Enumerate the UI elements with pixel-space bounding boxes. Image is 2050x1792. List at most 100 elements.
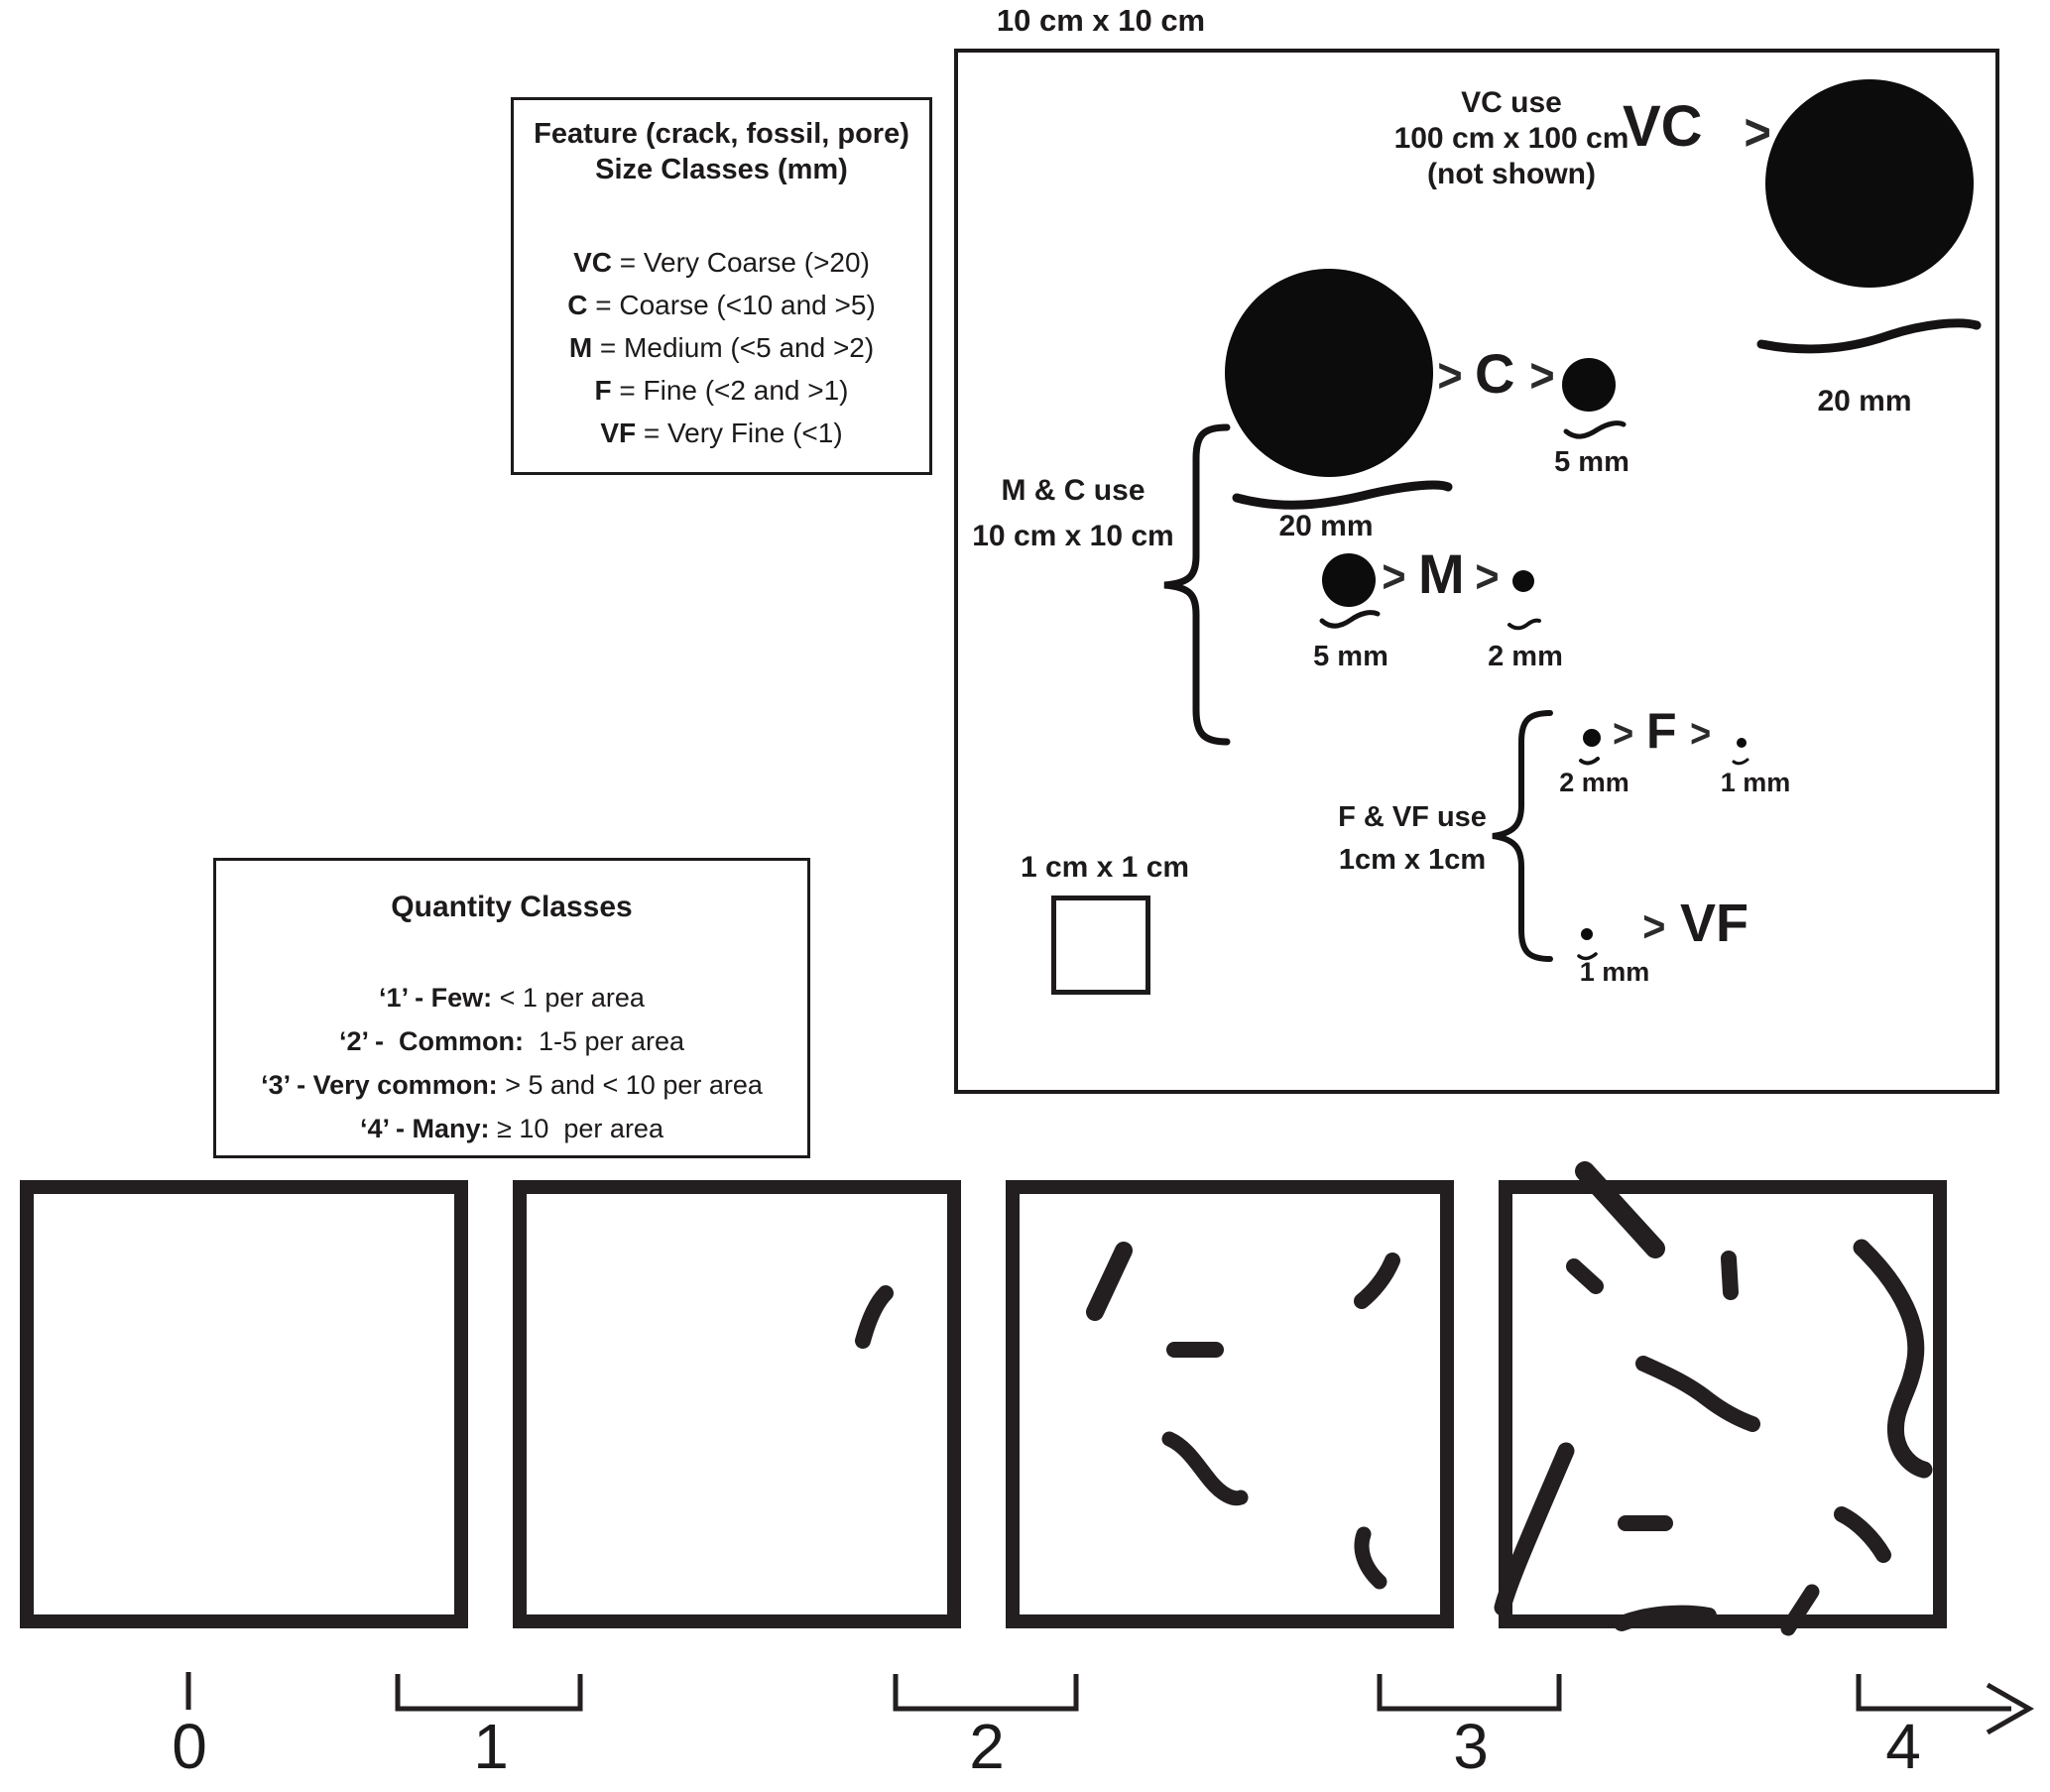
size-classes-title-line2: Size Classes (mm) — [595, 154, 848, 185]
size-class-abbr: VC — [573, 247, 612, 278]
quantity-entry-3: ‘3’ - Very common: > 5 and < 10 per area — [216, 1063, 807, 1107]
f-2mm-label: 2 mm — [1559, 768, 1629, 797]
m-large-circle — [1322, 553, 1376, 607]
dash — [1161, 1431, 1249, 1506]
scale-bracket-3 — [1377, 1674, 1562, 1712]
example-circles-group — [1225, 79, 1974, 940]
one-cm-square — [1051, 896, 1150, 995]
vc-note-line3: (not shown) — [1427, 158, 1596, 190]
size-class-entry-f: F = Fine (<2 and >1) — [514, 369, 929, 412]
f-class-label: F — [1646, 703, 1677, 759]
vf-1mm-label: 1 mm — [1579, 957, 1650, 987]
m-2mm-squiggle — [1507, 618, 1541, 631]
scale-number-3: 3 — [1453, 1711, 1489, 1782]
dash — [1354, 1253, 1400, 1309]
c-class-label: C — [1475, 342, 1515, 405]
f-small-dot — [1737, 738, 1747, 748]
fvf-brace — [1492, 710, 1553, 962]
c-chevron-right-icon: > — [1529, 350, 1555, 403]
vf-chevron-icon: > — [1642, 902, 1666, 951]
one-cm-square-label: 1 cm x 1 cm — [1020, 851, 1190, 884]
vc-note-line1: VC use — [1461, 86, 1562, 119]
dash — [1834, 1506, 1891, 1563]
example-square-1 — [513, 1180, 961, 1628]
quantity-desc: < 1 per area — [492, 983, 645, 1013]
quantity-label: ‘2’ - Common: — [338, 1026, 524, 1056]
square1-dashes — [855, 1285, 894, 1349]
vf-class-label: VF — [1680, 894, 1749, 953]
c-20mm-label: 20 mm — [1278, 510, 1374, 542]
dash — [1780, 1584, 1820, 1636]
vc-note: VC use 100 cm x 100 cm (not shown) — [1367, 85, 1656, 192]
quantity-desc: > 5 and < 10 per area — [497, 1070, 763, 1100]
mc-note: M & C use 10 cm x 10 cm — [950, 468, 1196, 559]
dash — [1635, 1356, 1760, 1432]
f-1mm-label: 1 mm — [1720, 768, 1791, 797]
square2-dashes — [1086, 1242, 1400, 1590]
m-chevron-left-icon: > — [1382, 550, 1406, 602]
quantity-classes-box: Quantity Classes ‘1’ - Few: < 1 per area… — [213, 858, 810, 1158]
mc-brace — [1163, 423, 1231, 746]
dash — [1494, 1442, 1575, 1616]
size-class-abbr: F — [594, 375, 612, 406]
vc-class-label: VC — [1623, 94, 1703, 159]
quantity-desc: 1-5 per area — [523, 1026, 685, 1056]
c-5mm-squiggle — [1563, 420, 1627, 439]
size-classes-box: Feature (crack, fossil, pore) Size Class… — [511, 97, 932, 475]
dash — [1566, 1258, 1604, 1294]
quantity-label: ‘1’ - Few: — [379, 983, 493, 1013]
dash — [1575, 1161, 1665, 1258]
quantity-desc: ≥ 10 per area — [489, 1114, 663, 1143]
f-chevron-right-icon: > — [1690, 712, 1712, 756]
size-classes-title-line1: Feature (crack, fossil, pore) — [534, 118, 909, 150]
size-class-abbr: M — [568, 332, 593, 363]
mc-note-line2: 10 cm x 10 cm — [972, 520, 1174, 552]
size-class-desc: = Coarse (<10 and >5) — [587, 290, 876, 320]
vc-example-circle — [1765, 79, 1974, 288]
braces-group — [1163, 423, 1553, 962]
scale-arrow-icon — [1986, 1682, 2035, 1735]
dash — [1721, 1251, 1739, 1300]
quantity-label: ‘4’ - Many: — [360, 1114, 490, 1143]
dash — [855, 1285, 894, 1349]
size-class-desc: = Medium (<5 and >2) — [592, 332, 875, 363]
scale-number-1: 1 — [473, 1711, 509, 1782]
scale-bracket-1 — [395, 1674, 583, 1712]
c-large-circle — [1225, 269, 1433, 477]
scale-bracket-4 — [1856, 1674, 2011, 1712]
scale-number-2: 2 — [969, 1711, 1005, 1782]
vc-20mm-label: 20 mm — [1817, 385, 1912, 418]
vc-20mm-squiggle — [1756, 318, 1982, 354]
reference-panel-title: 10 cm x 10 cm — [996, 3, 1206, 38]
vf-1mm-squiggle — [1577, 952, 1598, 961]
vc-chevron-icon: > — [1744, 104, 1771, 162]
example-square-2 — [1006, 1180, 1454, 1628]
dash — [1086, 1242, 1133, 1321]
size-class-entry-vf: VF = Very Fine (<1) — [514, 412, 929, 454]
size-class-desc: = Very Coarse (>20) — [612, 247, 870, 278]
vc-note-line2: 100 cm x 100 cm — [1393, 122, 1629, 155]
f-2mm-squiggle — [1579, 757, 1600, 766]
f-large-dot — [1583, 729, 1601, 747]
c-chevron-left-icon: > — [1437, 350, 1463, 403]
quantity-entry-4: ‘4’ - Many: ≥ 10 per area — [216, 1107, 807, 1150]
size-class-desc: = Very Fine (<1) — [636, 418, 843, 448]
dash — [1853, 1239, 1933, 1479]
size-class-desc: = Fine (<2 and >1) — [611, 375, 849, 406]
size-class-abbr: VF — [600, 418, 637, 448]
m-chevron-right-icon: > — [1475, 550, 1500, 602]
quantity-scale-marks — [185, 1672, 2035, 1735]
measure-squiggles-group — [1232, 318, 1982, 961]
fvf-note: F & VF use 1cm x 1cm — [1309, 796, 1515, 882]
scale-number-4: 4 — [1885, 1711, 1921, 1782]
c-20mm-squiggle — [1232, 480, 1453, 510]
f-1mm-squiggle — [1732, 758, 1749, 766]
m-class-label: M — [1418, 542, 1465, 605]
size-class-abbr: C — [567, 290, 588, 320]
mc-note-line1: M & C use — [1001, 474, 1146, 507]
square3-dashes — [1494, 1161, 1933, 1636]
size-class-entry-vc: VC = Very Coarse (>20) — [514, 241, 929, 284]
example-square-0 — [20, 1180, 468, 1628]
scale-bracket-2 — [893, 1674, 1079, 1712]
